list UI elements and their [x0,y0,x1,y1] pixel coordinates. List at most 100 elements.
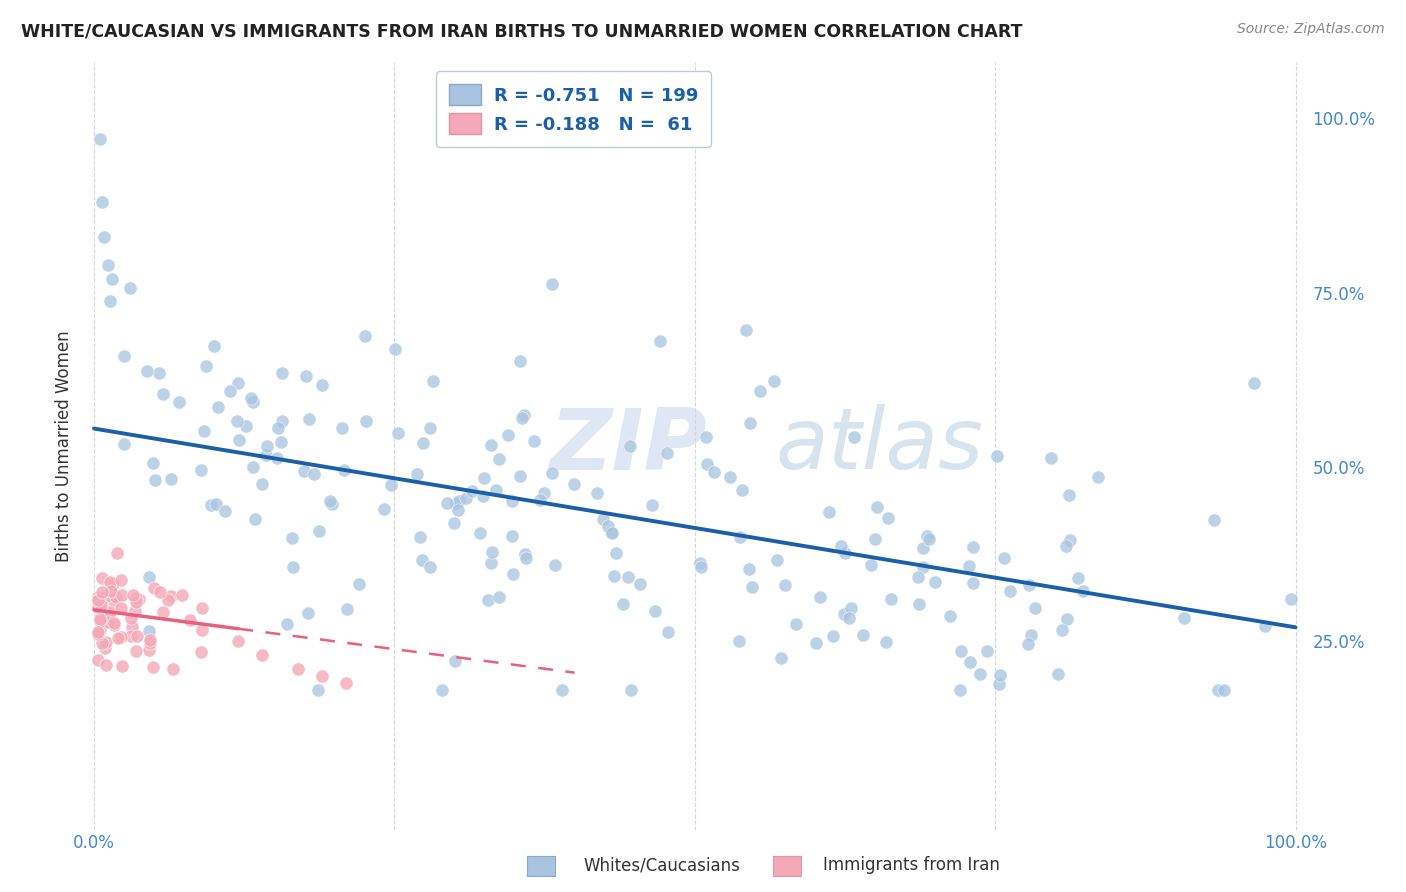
Text: ZIP: ZIP [550,404,707,488]
Point [738,416,761,430]
Point [501,529,523,543]
Point [96,658,118,673]
Point [1213,683,1236,698]
Point [509,353,531,368]
Point [162,662,184,676]
Point [1173,611,1195,625]
Point [308,524,330,538]
Point [200,498,222,512]
Point [477,593,499,607]
Point [242,460,264,475]
Point [256,439,278,453]
Point [628,577,651,591]
Point [160,472,183,486]
Point [86,653,108,667]
Point [270,435,292,450]
Point [94,589,117,603]
Point [111,588,134,602]
Point [252,477,274,491]
Point [107,631,129,645]
Point [333,463,356,477]
Point [749,384,772,399]
Point [121,619,143,633]
Point [138,569,160,583]
Point [976,644,998,658]
Point [148,366,170,380]
Point [986,450,1008,464]
Point [641,498,664,512]
Point [226,414,249,428]
Point [1047,667,1070,681]
Point [657,624,679,639]
Point [93,229,115,244]
Point [120,629,142,643]
Point [1054,540,1077,554]
Point [207,400,229,414]
Point [287,662,309,676]
Point [510,410,533,425]
Point [226,376,249,390]
Point [194,359,217,374]
Point [354,329,377,343]
Point [157,592,180,607]
Point [501,493,523,508]
Point [179,613,201,627]
Point [330,421,353,435]
Point [600,524,623,539]
Point [619,439,641,453]
Point [852,628,875,642]
Point [839,601,862,615]
Point [443,516,465,530]
Point [405,467,427,482]
Point [105,546,128,560]
Point [91,584,114,599]
Point [1018,577,1040,591]
Point [1057,488,1080,502]
Point [89,614,111,628]
Point [86,627,108,641]
Point [1243,376,1265,391]
Point [97,615,120,630]
Point [562,476,585,491]
Point [125,591,148,605]
Text: Source: ZipAtlas.com: Source: ZipAtlas.com [1237,22,1385,37]
Point [138,643,160,657]
Point [271,366,294,380]
Point [239,391,262,405]
Point [738,562,761,576]
Point [447,494,470,508]
Point [689,556,711,570]
Point [112,349,135,363]
Point [993,551,1015,566]
Point [962,541,984,555]
Point [297,606,319,620]
Point [1040,451,1063,466]
Point [529,492,551,507]
Point [139,632,162,647]
Point [770,650,793,665]
Point [481,437,503,451]
Point [728,634,751,648]
Point [468,526,491,541]
Point [612,597,634,611]
Point [373,502,395,516]
Point [193,424,215,438]
Point [1067,571,1090,585]
Point [98,294,121,309]
Point [112,437,135,451]
Point [160,589,183,603]
Point [97,258,120,272]
Point [271,414,294,428]
Point [127,629,149,643]
Point [513,408,536,422]
Point [481,545,503,559]
Point [430,683,453,698]
Point [202,339,225,353]
Point [281,531,304,545]
Point [307,683,329,698]
Point [523,434,546,448]
Point [485,483,508,498]
Point [502,567,524,582]
Point [138,624,160,638]
Point [834,546,856,560]
